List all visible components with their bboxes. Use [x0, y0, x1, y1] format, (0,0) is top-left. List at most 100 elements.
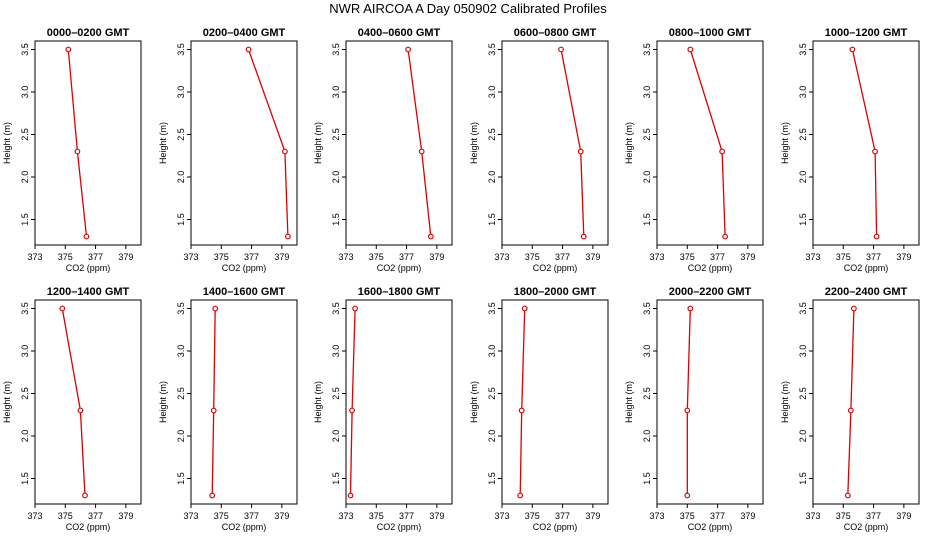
y-tick-label: 2.0 [20, 430, 30, 443]
data-point [59, 305, 66, 312]
plot-frame [345, 299, 453, 505]
y-tick-label: 3.5 [798, 43, 808, 56]
x-axis-label: CO2 (ppm) [844, 522, 889, 532]
data-point [558, 46, 564, 53]
data-point [687, 305, 694, 312]
y-axis-label: Height (m) [2, 122, 12, 164]
y-tick-label: 3.0 [20, 86, 30, 99]
data-point [687, 46, 694, 53]
x-tick-label: 375 [525, 252, 540, 262]
data-point [684, 492, 691, 499]
y-tick-label: 2.5 [798, 128, 808, 141]
y-axis-label: Height (m) [624, 381, 634, 423]
x-tick-label: 377 [866, 511, 881, 521]
panel-2: 0400–0600 GMT 373 375 377 379 CO2 (ppm) 1.5 2.0… [313, 27, 453, 273]
x-tick-label: 373 [27, 252, 42, 262]
panel-0: 0000–0200 GMT 373 375 377 379 CO2 (ppm) 1.5 2.0… [2, 27, 142, 273]
y-tick-label: 2.0 [798, 171, 808, 184]
y-tick-label: 3.0 [331, 86, 341, 99]
data-point [850, 305, 857, 312]
data-point [719, 148, 726, 155]
data-point [849, 46, 856, 53]
y-tick-label: 3.0 [331, 345, 341, 358]
plot-frame [656, 40, 764, 246]
x-tick-label: 379 [274, 511, 289, 521]
y-tick-label: 3.0 [176, 345, 186, 358]
y-tick-label: 1.5 [176, 213, 186, 226]
panel-3: 0600–0800 GMT 373 375 377 379 CO2 (ppm) 1.5 2.0… [469, 27, 609, 273]
x-tick-label: 377 [710, 252, 725, 262]
data-point [83, 233, 90, 240]
profile-line [211, 308, 216, 496]
plot-frame [34, 40, 142, 246]
y-tick-label: 3.5 [798, 302, 808, 315]
x-tick-label: 379 [740, 252, 755, 262]
y-tick-label: 2.5 [487, 387, 497, 400]
y-tick-label: 3.5 [20, 43, 30, 56]
x-tick-label: 379 [118, 252, 133, 262]
data-point [349, 407, 355, 414]
y-axis-label: Height (m) [780, 381, 790, 423]
y-tick-label: 3.0 [642, 345, 652, 358]
x-tick-label: 375 [836, 252, 851, 262]
y-tick-label: 3.5 [176, 302, 186, 315]
y-tick-label: 1.5 [331, 213, 341, 226]
data-point [577, 148, 584, 155]
y-tick-label: 3.5 [642, 43, 652, 56]
y-tick-label: 1.5 [487, 472, 497, 485]
y-tick-label: 1.5 [798, 472, 808, 485]
panel-4: 0800–1000 GMT 373 375 377 379 CO2 (ppm) 1.5 2.0… [624, 27, 764, 273]
main-title: NWR AIRCOA A Day 050902 Calibrated Profi… [329, 1, 607, 16]
x-tick-label: 375 [214, 511, 229, 521]
y-tick-label: 1.5 [642, 213, 652, 226]
y-tick-label: 1.5 [176, 472, 186, 485]
data-point [517, 492, 524, 499]
x-tick-label: 377 [399, 511, 414, 521]
y-tick-label: 3.5 [331, 302, 341, 315]
y-tick-label: 3.0 [487, 345, 497, 358]
plot-frame [501, 40, 609, 246]
x-tick-label: 373 [649, 252, 664, 262]
y-axis-label: Height (m) [624, 122, 634, 164]
x-tick-label: 375 [58, 511, 73, 521]
profile-line [67, 49, 88, 237]
x-tick-label: 375 [680, 252, 695, 262]
profile-line [851, 49, 878, 237]
y-tick-label: 2.0 [176, 430, 186, 443]
x-tick-label: 379 [585, 252, 600, 262]
x-tick-label: 373 [183, 511, 198, 521]
data-point [74, 148, 81, 155]
x-tick-label: 377 [866, 252, 881, 262]
y-tick-label: 3.5 [20, 302, 30, 315]
data-point [847, 407, 854, 414]
data-point [210, 407, 217, 414]
x-tick-label: 375 [525, 511, 540, 521]
profile-line [560, 49, 585, 237]
data-point [684, 407, 691, 414]
x-tick-label: 373 [649, 511, 664, 521]
plot-frame [656, 299, 764, 505]
data-point [873, 233, 880, 240]
x-tick-label: 377 [710, 511, 725, 521]
panel-title: 1600–1800 GMT [358, 286, 441, 298]
x-tick-label: 379 [274, 252, 289, 262]
y-tick-label: 3.0 [176, 86, 186, 99]
x-tick-label: 379 [429, 252, 444, 262]
y-tick-label: 2.5 [798, 387, 808, 400]
data-point [518, 407, 525, 414]
profile-line [689, 49, 726, 237]
y-tick-label: 2.0 [487, 430, 497, 443]
y-tick-label: 2.0 [487, 171, 497, 184]
profile-line [519, 308, 526, 496]
data-point [281, 148, 288, 155]
data-point [82, 492, 88, 499]
panel-title: 0400–0600 GMT [358, 27, 441, 39]
y-tick-label: 2.0 [20, 171, 30, 184]
y-tick-label: 3.5 [642, 302, 652, 315]
x-axis-label: CO2 (ppm) [688, 263, 733, 273]
profile-line [407, 49, 432, 237]
panel-title: 1800–2000 GMT [514, 286, 597, 298]
x-tick-label: 375 [214, 252, 229, 262]
y-tick-label: 3.0 [642, 86, 652, 99]
x-tick-label: 379 [896, 511, 911, 521]
